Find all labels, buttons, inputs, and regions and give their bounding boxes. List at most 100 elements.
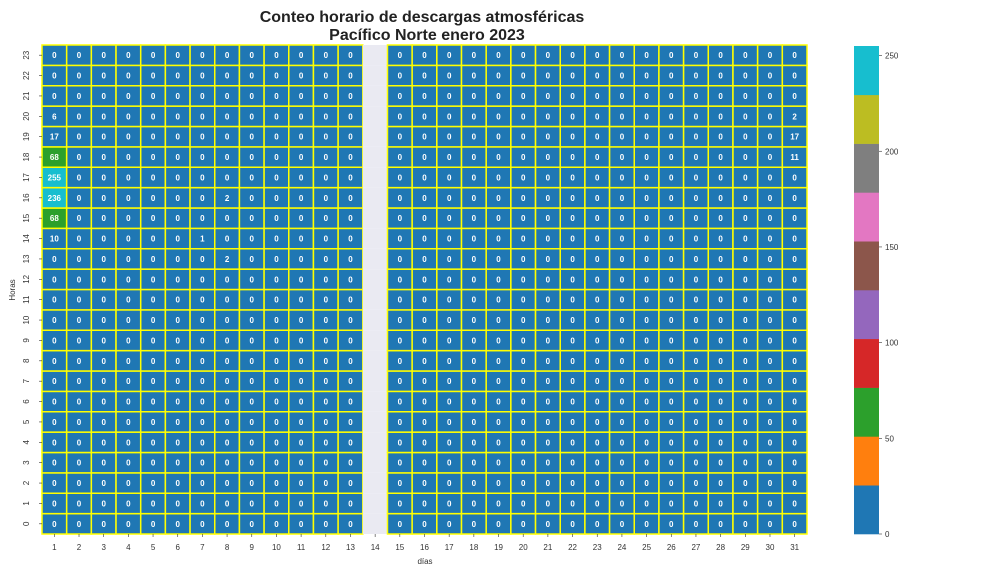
heatmap-cell-label: 0 (101, 112, 106, 121)
heatmap-cell-label: 0 (595, 459, 600, 468)
heatmap-cell-label: 0 (77, 112, 82, 121)
heatmap-cell-missing (362, 106, 388, 127)
heatmap-cell-label: 0 (398, 72, 403, 81)
heatmap-cell-label: 0 (447, 51, 452, 60)
x-tick-label: 8 (225, 543, 230, 552)
heatmap-cell-label: 0 (250, 173, 255, 182)
heatmap-cell-label: 0 (496, 357, 501, 366)
heatmap-cell-label: 0 (324, 438, 329, 447)
heatmap-cell-label: 0 (718, 499, 723, 508)
heatmap-cell-label: 0 (151, 275, 156, 284)
x-tick-label: 4 (126, 543, 131, 552)
heatmap-cell-label: 0 (644, 418, 649, 427)
heatmap-cell-label: 0 (768, 398, 773, 407)
heatmap-cell-label: 0 (472, 173, 477, 182)
heatmap-cell-missing (362, 146, 388, 168)
heatmap-cell-missing (362, 126, 388, 147)
heatmap-cell-label: 0 (348, 316, 353, 325)
x-tick-label: 11 (297, 543, 306, 552)
heatmap-cell-label: 0 (595, 275, 600, 284)
heatmap-cell-label: 0 (644, 92, 649, 101)
heatmap-cell-label: 0 (694, 92, 699, 101)
heatmap-cell-label: 0 (250, 499, 255, 508)
heatmap-cell-label: 0 (472, 112, 477, 121)
heatmap-cell-label: 0 (225, 336, 230, 345)
heatmap-cell-label: 2 (225, 255, 230, 264)
heatmap-cell-label: 0 (52, 438, 57, 447)
heatmap-cell-label: 0 (472, 398, 477, 407)
heatmap-cell-label: 0 (175, 398, 180, 407)
heatmap-cell-label: 0 (694, 296, 699, 305)
colorbar-segment (854, 290, 879, 340)
heatmap-cell-label: 0 (274, 438, 279, 447)
heatmap-cell-label: 0 (768, 194, 773, 203)
heatmap-cell-label: 0 (792, 275, 797, 284)
heatmap-cell-label: 0 (718, 296, 723, 305)
heatmap-cell-label: 0 (175, 235, 180, 244)
heatmap-cell-label: 0 (496, 499, 501, 508)
heatmap-cell-label: 0 (151, 194, 156, 203)
heatmap-cell-label: 0 (546, 377, 551, 386)
heatmap-cell-label: 0 (595, 194, 600, 203)
heatmap-cell-label: 0 (398, 418, 403, 427)
x-tick-label: 19 (494, 543, 503, 552)
heatmap-cell-label: 0 (570, 133, 575, 142)
colorbar-segment (854, 387, 879, 437)
heatmap-cell-label: 0 (644, 296, 649, 305)
heatmap-cell-label: 0 (101, 316, 106, 325)
heatmap-cell-label: 0 (768, 316, 773, 325)
heatmap-cell-label: 0 (422, 153, 427, 162)
heatmap-cell-label: 1 (200, 235, 205, 244)
heatmap-cell-label: 0 (348, 92, 353, 101)
heatmap-cell-label: 0 (101, 357, 106, 366)
heatmap-cell-label: 0 (398, 357, 403, 366)
heatmap-cell-label: 0 (496, 418, 501, 427)
heatmap-cell-label: 0 (200, 418, 205, 427)
heatmap-cell-label: 0 (225, 459, 230, 468)
heatmap-cell-label: 0 (669, 357, 674, 366)
heatmap-cell-label: 0 (768, 112, 773, 121)
heatmap-cell-label: 0 (743, 459, 748, 468)
heatmap-cell-label: 0 (324, 499, 329, 508)
x-tick-label: 23 (593, 543, 602, 552)
heatmap-cell-label: 0 (274, 133, 279, 142)
heatmap-cell-missing (362, 167, 388, 188)
heatmap-cell-label: 0 (101, 133, 106, 142)
heatmap-cell-label: 0 (348, 72, 353, 81)
heatmap-cell-label: 0 (694, 112, 699, 121)
heatmap-cell-label: 0 (447, 72, 452, 81)
heatmap-cell-label: 0 (644, 479, 649, 488)
heatmap-cell-label: 0 (718, 357, 723, 366)
heatmap-cell-label: 0 (743, 418, 748, 427)
heatmap-cell-label: 0 (743, 92, 748, 101)
heatmap-cell-label: 0 (348, 377, 353, 386)
heatmap-cell-label: 0 (743, 398, 748, 407)
heatmap-cell-label: 0 (101, 377, 106, 386)
heatmap-cell-label: 0 (77, 336, 82, 345)
heatmap-cell-label: 0 (175, 275, 180, 284)
y-tick-label: 11 (22, 295, 31, 304)
heatmap-cell-label: 0 (151, 296, 156, 305)
heatmap-cell-label: 0 (694, 418, 699, 427)
heatmap-cell-label: 0 (644, 72, 649, 81)
heatmap-cell-missing (362, 208, 388, 229)
heatmap-cell-label: 0 (422, 377, 427, 386)
heatmap-cell-label: 0 (644, 357, 649, 366)
heatmap-cell-label: 0 (101, 173, 106, 182)
heatmap-cell-label: 0 (669, 173, 674, 182)
heatmap-cell-label: 0 (620, 51, 625, 60)
heatmap-cell-label: 0 (472, 438, 477, 447)
heatmap-cell-label: 0 (101, 398, 106, 407)
heatmap-cell-label: 0 (200, 72, 205, 81)
heatmap-cell-label: 0 (225, 316, 230, 325)
heatmap-cell-label: 0 (546, 275, 551, 284)
heatmap-cell-label: 0 (718, 235, 723, 244)
x-tick-label: 14 (371, 543, 380, 552)
heatmap-cell-label: 0 (694, 173, 699, 182)
heatmap-cell-label: 0 (718, 418, 723, 427)
heatmap-cell-label: 0 (175, 51, 180, 60)
y-tick-label: 17 (22, 172, 31, 181)
heatmap-cell-label: 0 (250, 296, 255, 305)
heatmap-cell-label: 0 (151, 357, 156, 366)
x-axis-label: días (417, 557, 432, 566)
